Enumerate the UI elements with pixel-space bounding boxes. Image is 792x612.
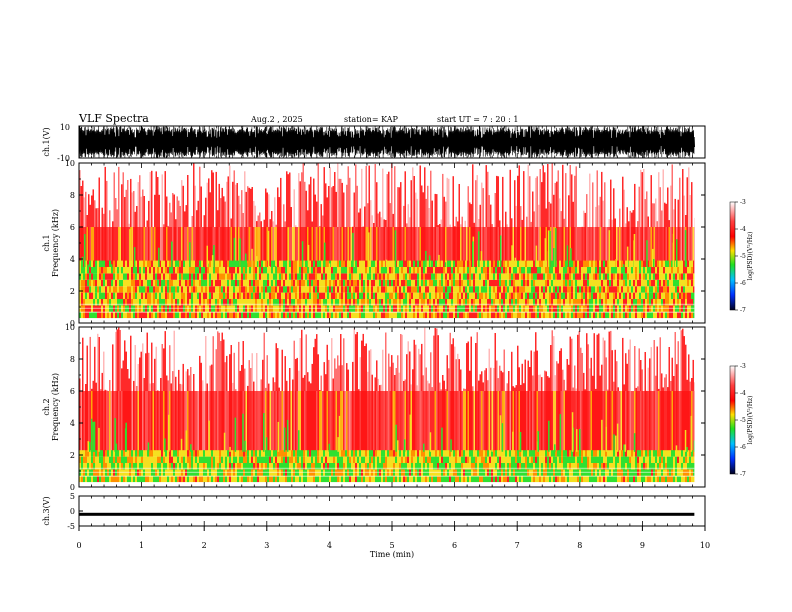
ch1-colorbar-label: log(PSD)(V²/Hz): [747, 232, 754, 281]
ch2-spec-ytick-label-0: 0: [70, 483, 75, 492]
ch1-spec-ytick-label-2: 2: [70, 287, 75, 296]
ch2-colorbar-tick--5: -5: [740, 417, 746, 424]
ch1-colorbar-tick--4: -4: [740, 226, 746, 233]
date-label: Aug.2 , 2025: [250, 115, 303, 124]
ch1-colorbar: -3 -4 -5 -6 -7 log(PSD)(V²/Hz): [729, 199, 754, 314]
ch3-ylabel: ch.3(V): [42, 496, 51, 525]
ch2-spec-ytick-label-10: 10: [65, 323, 75, 332]
ch2-spectrogram-panel: 0 2 4 6 8 10 ch.2 Frequency (kHz): [42, 323, 706, 492]
time-tick-label-8: 8: [577, 541, 582, 550]
ch3-waveform-trace: [79, 512, 695, 516]
ch1-waveform-panel: 10 -10 ch.1(V): [42, 123, 706, 163]
time-tick-label-10: 10: [700, 541, 710, 550]
ch1-colorbar-tick--5: -5: [740, 253, 746, 260]
ch2-colorbar-tick--3: -3: [740, 363, 746, 370]
ch2-colorbar-tick--4: -4: [740, 390, 746, 397]
ch1-ytick-top: 10: [60, 123, 70, 132]
time-axis: 0 1 2 3 4 5 6 7 8 9 10: [76, 126, 710, 550]
ch3-ytick-label--5: -5: [67, 522, 75, 531]
ch2-spec-ytick-label-6: 6: [70, 387, 75, 396]
ch1-spec-ytick-label-8: 8: [70, 191, 75, 200]
ch2-spectrogram-image: [79, 327, 705, 487]
time-tick-label-0: 0: [76, 541, 81, 550]
ch1-spec-ytick-label-6: 6: [70, 223, 75, 232]
ch2-spec-ytick-label-4: 4: [70, 419, 75, 428]
ch1-spec-ytick-label-4: 4: [70, 255, 75, 264]
ch2-colorbar-gradient: [729, 365, 736, 475]
ch1-spectrogram-panel: 0 2 4 6 8 10 ch.1 Frequency (kHz): [42, 159, 706, 328]
ch1-colorbar-tick--3: -3: [740, 199, 746, 206]
time-tick-label-2: 2: [202, 541, 207, 550]
ch2-colorbar-tick--7: -7: [740, 471, 746, 478]
ch2-colorbar-label: log(PSD)(V²/Hz): [747, 396, 754, 445]
time-tick-label-5: 5: [389, 541, 394, 550]
time-tick-label-9: 9: [640, 541, 645, 550]
ch1-spec-ylabel-channel: ch.1: [42, 234, 51, 251]
ch1-colorbar-tick--6: -6: [740, 280, 746, 287]
ch1-spec-ytick-label-10: 10: [65, 159, 75, 168]
ch2-spec-ylabel-channel: ch.2: [42, 398, 51, 415]
ch1-spec-ylabel-line2: Frequency (kHz): [51, 209, 60, 277]
figure-title: VLF Spectra: [78, 112, 149, 125]
ch1-spec-ytick-label-0: 0: [70, 319, 75, 328]
time-axis-label: Time (min): [370, 550, 414, 559]
station-label: station= KAP: [344, 115, 399, 124]
time-tick-label-1: 1: [139, 541, 144, 550]
ch2-spec-ylabel-line2: Frequency (kHz): [51, 373, 60, 441]
ch3-ytick-label-5: 5: [70, 492, 75, 501]
ch1-spectrogram-image: [79, 163, 705, 323]
time-tick-label-7: 7: [515, 541, 520, 550]
ch2-spec-ylabel-line1: ch.2: [42, 398, 51, 415]
time-tick-label-3: 3: [264, 541, 269, 550]
ch1-spec-ylabel-line1: ch.1: [42, 234, 51, 251]
ch2-colorbar: -3 -4 -5 -6 -7 log(PSD)(V²/Hz): [729, 363, 754, 478]
ch1-colorbar-gradient: [729, 201, 736, 311]
ch2-colorbar-tick--6: -6: [740, 444, 746, 451]
ch1-waveform-trace: [78, 125, 695, 159]
time-tick-label-4: 4: [327, 541, 332, 550]
ch2-spec-ytick-label-2: 2: [70, 451, 75, 460]
ch1-ytick-bottom: -10: [57, 154, 70, 163]
ch3-ytick-label-0: 0: [70, 507, 75, 516]
ch1-ylabel: ch.1(V): [42, 127, 51, 156]
start-time-label: start UT = 7 : 20 : 1: [437, 115, 518, 124]
time-tick-label-6: 6: [452, 541, 457, 550]
ch2-spec-ytick-label-8: 8: [70, 355, 75, 364]
ch1-colorbar-tick--7: -7: [740, 307, 746, 314]
